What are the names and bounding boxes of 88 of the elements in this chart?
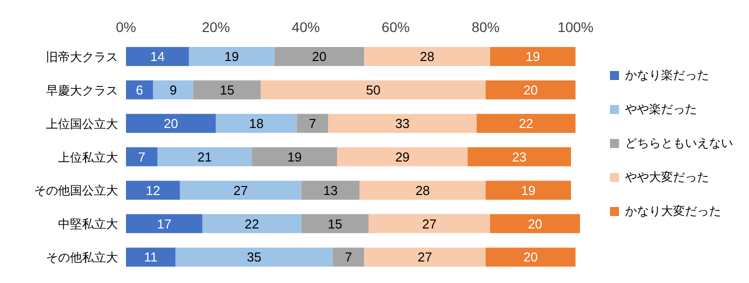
- bar: [486, 180, 572, 200]
- data-label: 19: [521, 182, 536, 198]
- data-label: 14: [150, 49, 165, 64]
- bar: [337, 147, 468, 166]
- legend-label: やや楽だった: [625, 100, 697, 118]
- bar: [301, 214, 369, 234]
- y-tick-label: その他私立大: [46, 250, 118, 265]
- legend-label: やや大変だった: [625, 168, 709, 186]
- bar: [274, 47, 364, 66]
- data-label: 17: [156, 216, 172, 232]
- y-tick-label: 上位国公立大: [46, 116, 118, 131]
- data-label: 13: [323, 182, 338, 198]
- data-label: 19: [526, 49, 540, 64]
- data-label: 29: [395, 149, 410, 164]
- bar: [468, 147, 572, 166]
- bar: [364, 248, 486, 267]
- legend-label: かなり大変だった: [625, 202, 721, 220]
- bar: [260, 80, 486, 100]
- bar: [486, 80, 576, 100]
- data-label: 11: [144, 250, 158, 265]
- bar: [126, 147, 158, 166]
- x-tick-label: 100%: [558, 19, 594, 35]
- bar: [368, 214, 490, 234]
- y-tick-label: 中堅私立大: [58, 217, 118, 232]
- bar: [193, 80, 261, 100]
- bar: [301, 180, 360, 200]
- x-tick-label: 20%: [202, 19, 230, 35]
- data-label: 20: [312, 49, 327, 64]
- bar: [328, 114, 477, 133]
- bar: [252, 147, 338, 166]
- bar: [364, 47, 490, 66]
- bar: [175, 248, 333, 267]
- data-label: 28: [420, 49, 434, 64]
- data-label: 27: [418, 250, 432, 265]
- bar: [216, 114, 297, 133]
- bar: [152, 80, 194, 100]
- data-label: 7: [138, 149, 146, 164]
- data-label: 15: [328, 216, 342, 232]
- legend-label: かなり楽だった: [625, 66, 709, 84]
- bar: [490, 214, 580, 234]
- y-tick-label: 旧帝大クラス: [46, 50, 118, 64]
- data-label: 20: [523, 250, 538, 265]
- bar: [490, 47, 576, 66]
- legend-label: どちらともいえない: [625, 134, 733, 152]
- bar: [296, 114, 328, 133]
- data-label: 15: [220, 82, 234, 98]
- data-label: 6: [136, 82, 144, 98]
- data-label: 27: [233, 182, 248, 198]
- y-tick-label: その他国公立大: [34, 184, 118, 198]
- data-label: 12: [146, 182, 160, 198]
- y-tick-label: 上位私立大: [58, 150, 118, 164]
- data-label: 20: [528, 216, 542, 232]
- data-label: 7: [344, 250, 352, 265]
- data-label: 19: [287, 149, 302, 164]
- data-label: 28: [415, 182, 430, 198]
- bar: [486, 248, 576, 267]
- bar: [126, 214, 202, 234]
- bar: [332, 248, 364, 267]
- data-label: 22: [518, 116, 534, 131]
- y-tick-label: 早慶大クラス: [46, 83, 118, 98]
- data-label: 19: [224, 49, 239, 64]
- data-label: 18: [249, 116, 264, 131]
- data-label: 9: [170, 82, 177, 98]
- bar: [188, 47, 274, 66]
- bar: [180, 180, 302, 200]
- data-label: 50: [366, 82, 380, 98]
- data-label: 22: [244, 216, 260, 232]
- data-label: 20: [164, 116, 178, 131]
- data-label: 27: [422, 216, 437, 232]
- data-label: 7: [308, 116, 316, 131]
- bar: [126, 47, 189, 66]
- bar: [476, 114, 576, 133]
- bar: [157, 147, 252, 166]
- x-tick-label: 40%: [292, 19, 320, 35]
- bar: [126, 180, 180, 200]
- x-tick-label: 60%: [382, 19, 410, 35]
- bar: [360, 180, 486, 200]
- data-label: 35: [246, 250, 262, 265]
- bar: [202, 214, 302, 234]
- x-tick-label: 80%: [472, 19, 500, 35]
- bar: [126, 114, 216, 133]
- bar: [126, 80, 153, 100]
- data-label: 21: [197, 149, 212, 164]
- data-label: 20: [523, 82, 538, 98]
- data-label: 23: [512, 149, 527, 164]
- data-label: 33: [395, 116, 410, 131]
- bar: [126, 248, 176, 267]
- x-tick-label: 0%: [116, 19, 136, 35]
